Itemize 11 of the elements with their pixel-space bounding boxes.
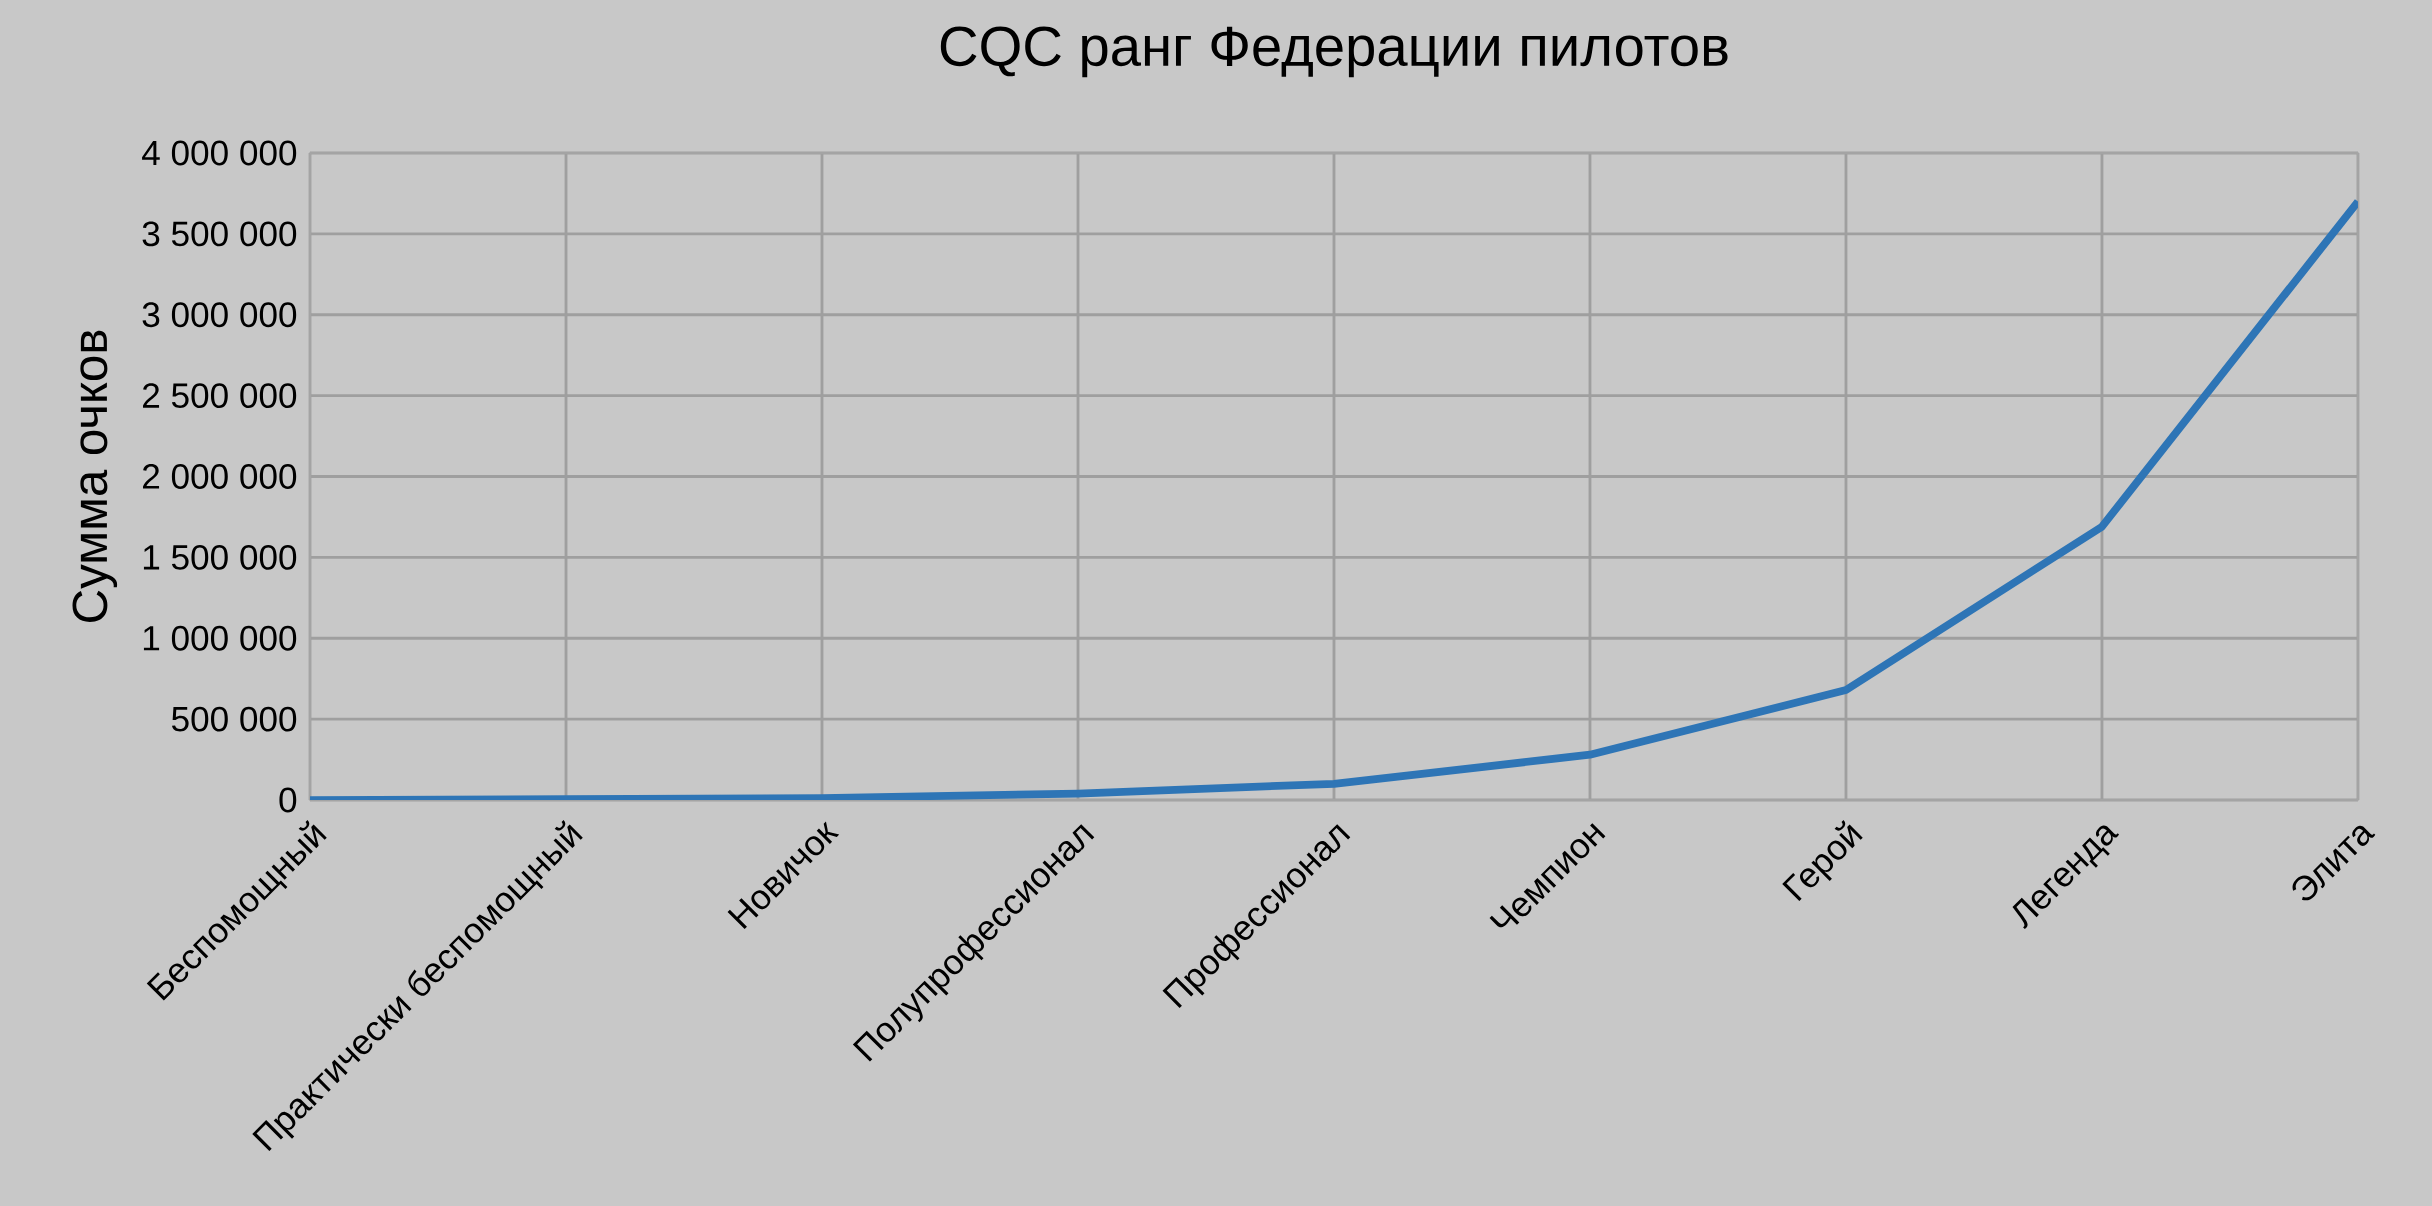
y-tick-label: 2 000 000 [143, 464, 297, 489]
y-tick-label: 1 500 000 [143, 544, 297, 570]
y-tick-label: 3 500 000 [142, 221, 297, 247]
chart-title: CQC ранг Федерации пилотов [940, 26, 1728, 78]
y-tick-label: 4 000 000 [142, 140, 297, 166]
y-tick-label: 0 [279, 787, 297, 813]
y-tick-label: 1 000 000 [143, 625, 297, 651]
y-tick-label: 2 500 000 [143, 383, 297, 409]
y-tick-label: 3 000 000 [142, 302, 297, 328]
y-tick-label: 500 000 [171, 706, 297, 732]
y-axis-title: Сумма очков [72, 330, 118, 622]
